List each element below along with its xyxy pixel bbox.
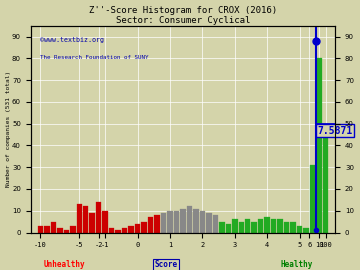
Bar bbox=[109, 228, 114, 232]
Bar bbox=[297, 226, 302, 232]
Bar bbox=[116, 230, 121, 232]
Bar bbox=[245, 220, 251, 232]
Bar bbox=[193, 209, 199, 232]
Title: Z''-Score Histogram for CROX (2016)
Sector: Consumer Cyclical: Z''-Score Histogram for CROX (2016) Sect… bbox=[89, 6, 277, 25]
Bar bbox=[154, 215, 160, 232]
Bar bbox=[187, 206, 192, 232]
Bar bbox=[291, 222, 296, 232]
Bar bbox=[213, 215, 218, 232]
Bar bbox=[51, 222, 56, 232]
Bar bbox=[103, 211, 108, 232]
Bar bbox=[323, 134, 328, 232]
Bar bbox=[83, 206, 89, 232]
Bar bbox=[38, 226, 43, 232]
Bar bbox=[90, 213, 95, 232]
Bar bbox=[141, 222, 147, 232]
Bar bbox=[278, 220, 283, 232]
Bar bbox=[284, 222, 289, 232]
Bar bbox=[265, 217, 270, 232]
Bar bbox=[64, 230, 69, 232]
Bar bbox=[122, 228, 127, 232]
Text: Unhealthy: Unhealthy bbox=[43, 260, 85, 269]
Bar bbox=[77, 204, 82, 232]
Bar bbox=[57, 228, 63, 232]
Bar bbox=[310, 165, 315, 232]
Text: ©www.textbiz.org: ©www.textbiz.org bbox=[40, 37, 104, 43]
Bar bbox=[161, 213, 166, 232]
Bar bbox=[258, 220, 264, 232]
Bar bbox=[96, 202, 102, 232]
Bar bbox=[219, 222, 225, 232]
Bar bbox=[252, 222, 257, 232]
Y-axis label: Number of companies (531 total): Number of companies (531 total) bbox=[5, 71, 10, 187]
Bar bbox=[174, 211, 179, 232]
Bar bbox=[129, 226, 134, 232]
Text: Healthy: Healthy bbox=[281, 260, 313, 269]
Text: 7.5871: 7.5871 bbox=[318, 126, 353, 136]
Bar bbox=[135, 224, 140, 232]
Bar bbox=[271, 220, 276, 232]
Text: Score: Score bbox=[155, 260, 178, 269]
Bar bbox=[303, 228, 309, 232]
Bar bbox=[316, 58, 322, 232]
Bar bbox=[206, 213, 212, 232]
Bar bbox=[180, 209, 186, 232]
Text: The Research Foundation of SUNY: The Research Foundation of SUNY bbox=[40, 55, 148, 60]
Bar bbox=[239, 222, 244, 232]
Bar bbox=[232, 220, 238, 232]
Bar bbox=[148, 217, 153, 232]
Bar bbox=[70, 226, 76, 232]
Bar bbox=[200, 211, 205, 232]
Bar bbox=[44, 226, 50, 232]
Bar bbox=[226, 224, 231, 232]
Bar bbox=[167, 211, 173, 232]
